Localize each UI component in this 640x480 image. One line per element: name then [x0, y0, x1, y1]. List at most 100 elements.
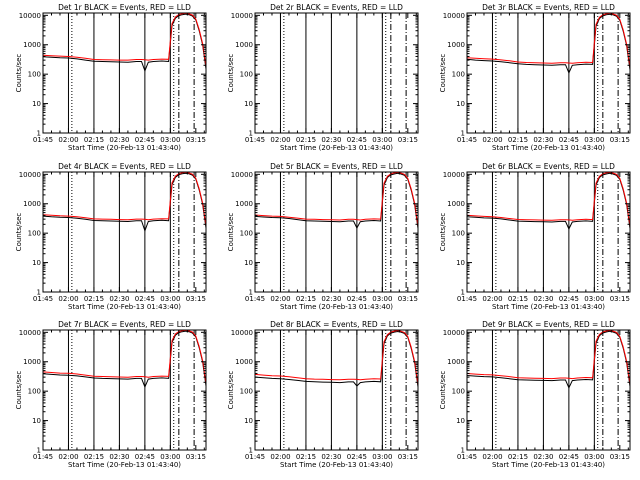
plot-frame: [254, 329, 419, 451]
panel-title: Det 2r BLACK = Events, RED = LLD: [270, 3, 403, 12]
x-axis-label: Start Time (20-Feb-13 01:43:40): [68, 303, 181, 311]
panel-title: Det 3r BLACK = Events, RED = LLD: [482, 3, 615, 12]
y-tick-label: 10: [32, 100, 41, 108]
panel-title: Det 5r BLACK = Events, RED = LLD: [270, 162, 403, 171]
plot-frame: [42, 171, 207, 293]
x-axis-label: Start Time (20-Feb-13 01:43:40): [280, 144, 393, 152]
x-tick-label: 03:00: [160, 136, 180, 144]
x-tick-label: 03:15: [186, 453, 206, 461]
x-axis-label: Start Time (20-Feb-13 01:43:40): [492, 144, 605, 152]
y-tick-label: 10000: [19, 171, 41, 179]
x-tick-label: 03:15: [610, 295, 630, 303]
series-line-lld: [467, 172, 630, 227]
y-tick-label: 1000: [447, 358, 465, 366]
panel-det-9: Det 9r BLACK = Events, RED = LLD 1 10 100 10…: [439, 320, 631, 469]
y-tick-label: 1: [37, 289, 41, 297]
x-tick-label: 03:15: [398, 453, 418, 461]
y-tick-label: 1: [461, 447, 465, 455]
x-tick-label: 02:30: [533, 136, 553, 144]
y-tick-label: 100: [28, 388, 41, 396]
y-tick-label: 10000: [231, 12, 253, 20]
x-tick-label: 02:00: [270, 453, 290, 461]
y-tick-label: 10: [32, 259, 41, 267]
y-axis-label: Counts/sec: [227, 213, 235, 252]
y-tick-label: 1000: [23, 358, 41, 366]
y-tick-label: 1: [37, 447, 41, 455]
plot-frame: [254, 171, 419, 293]
y-tick-label: 1000: [235, 41, 253, 49]
y-tick-label: 100: [28, 71, 41, 79]
marker-lines: [279, 330, 407, 450]
y-tick-label: 1000: [23, 200, 41, 208]
y-tick-label: 10000: [443, 329, 465, 337]
x-tick-label: 03:00: [584, 136, 604, 144]
x-tick-label: 02:00: [58, 136, 78, 144]
y-tick-label: 100: [240, 71, 253, 79]
panel-title: Det 9r BLACK = Events, RED = LLD: [482, 320, 615, 329]
x-tick-label: 02:15: [296, 453, 316, 461]
x-tick-label: 02:45: [559, 453, 579, 461]
y-axis-label: Counts/sec: [439, 54, 447, 93]
marker-lines: [67, 330, 195, 450]
x-tick-label: 02:45: [135, 295, 155, 303]
x-tick-label: 01:45: [457, 136, 477, 144]
plot-frame: [42, 329, 207, 451]
series-group: [43, 172, 206, 233]
y-tick-label: 1: [249, 130, 253, 138]
y-axis-label: Counts/sec: [15, 371, 23, 410]
y-tick-label: 10: [456, 100, 465, 108]
y-tick-label: 100: [452, 230, 465, 238]
x-tick-label: 02:45: [347, 453, 367, 461]
y-tick-label: 100: [28, 230, 41, 238]
plot-frame: [466, 329, 631, 451]
x-axis-label: Start Time (20-Feb-13 01:43:40): [68, 144, 181, 152]
y-tick-label: 100: [240, 230, 253, 238]
y-tick-label: 10000: [443, 12, 465, 20]
y-tick-label: 10: [32, 417, 41, 425]
series-line-events: [467, 13, 630, 75]
x-tick-label: 03:00: [160, 295, 180, 303]
y-tick-label: 1000: [447, 200, 465, 208]
panel-title: Det 1r BLACK = Events, RED = LLD: [58, 3, 191, 12]
panel-det-2: Det 2r BLACK = Events, RED = LLD 1 10 100 10…: [227, 3, 419, 152]
series-line-events: [467, 172, 630, 231]
x-axis-label: Start Time (20-Feb-13 01:43:40): [68, 461, 181, 469]
x-tick-label: 03:15: [398, 295, 418, 303]
marker-lines: [67, 13, 195, 133]
x-tick-label: 02:00: [58, 453, 78, 461]
series-line-events: [467, 330, 630, 390]
series-group: [43, 13, 206, 73]
x-axis-label: Start Time (20-Feb-13 01:43:40): [492, 303, 605, 311]
x-tick-label: 03:15: [186, 136, 206, 144]
x-tick-label: 02:15: [508, 453, 528, 461]
x-tick-label: 03:00: [584, 453, 604, 461]
x-tick-label: 01:45: [33, 453, 53, 461]
y-axis-label: Counts/sec: [15, 213, 23, 252]
x-tick-label: 02:00: [58, 295, 78, 303]
y-tick-label: 1000: [447, 41, 465, 49]
y-tick-label: 10: [244, 100, 253, 108]
x-tick-label: 01:45: [245, 295, 265, 303]
x-tick-label: 02:30: [533, 295, 553, 303]
series-line-events: [43, 172, 206, 233]
panel-title: Det 4r BLACK = Events, RED = LLD: [58, 162, 191, 171]
x-tick-label: 02:45: [347, 136, 367, 144]
x-tick-label: 03:00: [584, 295, 604, 303]
series-group: [467, 13, 630, 75]
marker-lines: [279, 13, 407, 133]
x-tick-label: 01:45: [245, 453, 265, 461]
x-tick-label: 03:15: [398, 136, 418, 144]
y-tick-label: 10000: [231, 329, 253, 337]
y-tick-label: 10: [244, 259, 253, 267]
x-tick-label: 01:45: [457, 453, 477, 461]
series-group: [467, 330, 630, 390]
series-line-lld: [43, 172, 206, 227]
marker-lines: [491, 172, 619, 292]
x-tick-label: 01:45: [33, 295, 53, 303]
x-tick-label: 02:30: [109, 295, 129, 303]
x-tick-label: 03:00: [372, 295, 392, 303]
x-tick-label: 02:15: [84, 295, 104, 303]
y-axis-label: Counts/sec: [227, 371, 235, 410]
x-tick-label: 02:45: [559, 136, 579, 144]
